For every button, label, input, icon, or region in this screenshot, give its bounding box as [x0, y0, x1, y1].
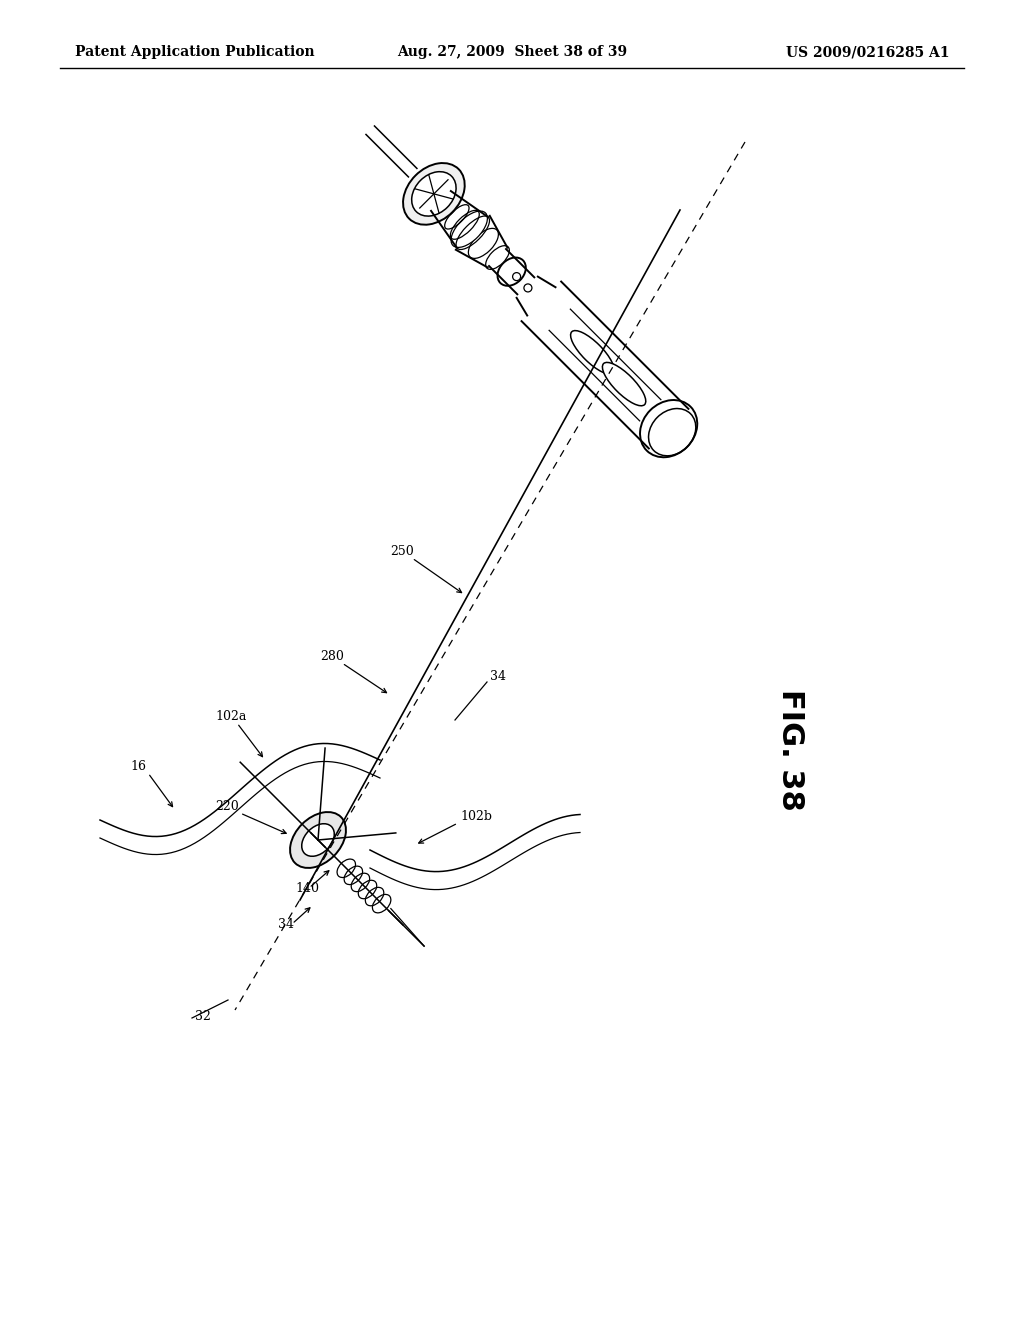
Ellipse shape	[290, 812, 346, 869]
Ellipse shape	[468, 228, 499, 259]
Ellipse shape	[302, 824, 334, 857]
Text: 140: 140	[295, 882, 319, 895]
Text: 32: 32	[195, 1010, 211, 1023]
Text: 102a: 102a	[215, 710, 247, 723]
Text: 102b: 102b	[460, 810, 492, 822]
Ellipse shape	[403, 164, 465, 224]
Text: US 2009/0216285 A1: US 2009/0216285 A1	[786, 45, 950, 59]
Text: FIG. 38: FIG. 38	[775, 689, 805, 810]
Text: 34: 34	[490, 671, 506, 682]
Ellipse shape	[498, 257, 525, 286]
Text: 34: 34	[278, 917, 294, 931]
Text: Patent Application Publication: Patent Application Publication	[75, 45, 314, 59]
Ellipse shape	[524, 284, 531, 292]
Text: 220: 220	[215, 800, 239, 813]
Ellipse shape	[570, 330, 614, 374]
Text: Aug. 27, 2009  Sheet 38 of 39: Aug. 27, 2009 Sheet 38 of 39	[397, 45, 627, 59]
Ellipse shape	[412, 172, 456, 216]
Ellipse shape	[513, 273, 520, 281]
Text: 16: 16	[130, 760, 146, 774]
Ellipse shape	[602, 363, 646, 405]
Ellipse shape	[640, 400, 697, 457]
Ellipse shape	[451, 211, 487, 247]
Ellipse shape	[485, 246, 509, 269]
Text: 280: 280	[319, 649, 344, 663]
Text: 250: 250	[390, 545, 414, 558]
